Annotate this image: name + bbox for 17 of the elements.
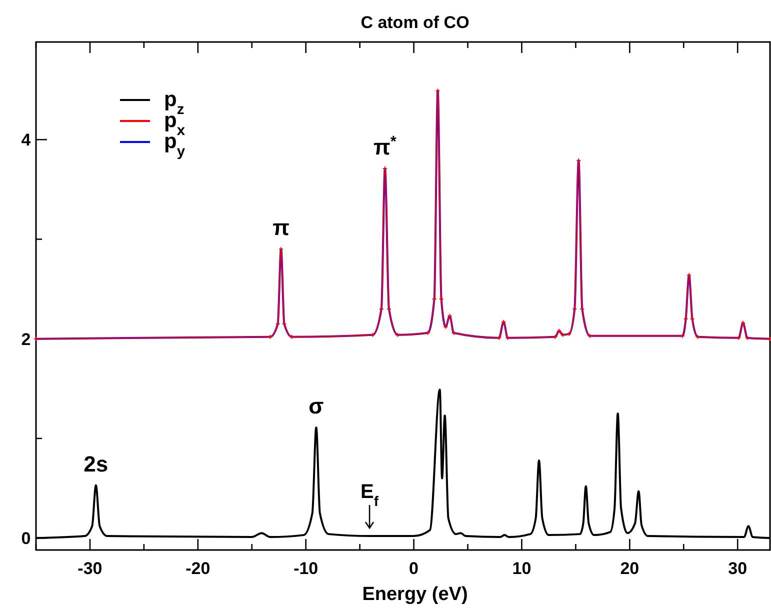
y-tick-label: 4	[21, 130, 32, 150]
x-tick-label: 0	[409, 559, 419, 578]
y-tick-label: 2	[21, 330, 31, 349]
x-axis-title: Energy (eV)	[362, 584, 468, 605]
annotation: π$^{*}$	[374, 133, 396, 160]
x-tick-label: 20	[620, 559, 640, 578]
y-tick-label: 0	[21, 529, 31, 548]
x-tick-label: -30	[78, 559, 102, 578]
x-tick-label: -20	[186, 559, 210, 578]
x-tick-label: -10	[294, 559, 318, 578]
annotation: E$_{f}$	[360, 481, 379, 510]
x-tick-label: 30	[728, 559, 748, 578]
chart-title: C atom of CO	[360, 13, 470, 32]
annotation: σ	[308, 393, 324, 418]
annotation: π	[272, 215, 290, 240]
annotation: 2s	[84, 451, 108, 476]
x-tick-label: 10	[512, 559, 532, 578]
